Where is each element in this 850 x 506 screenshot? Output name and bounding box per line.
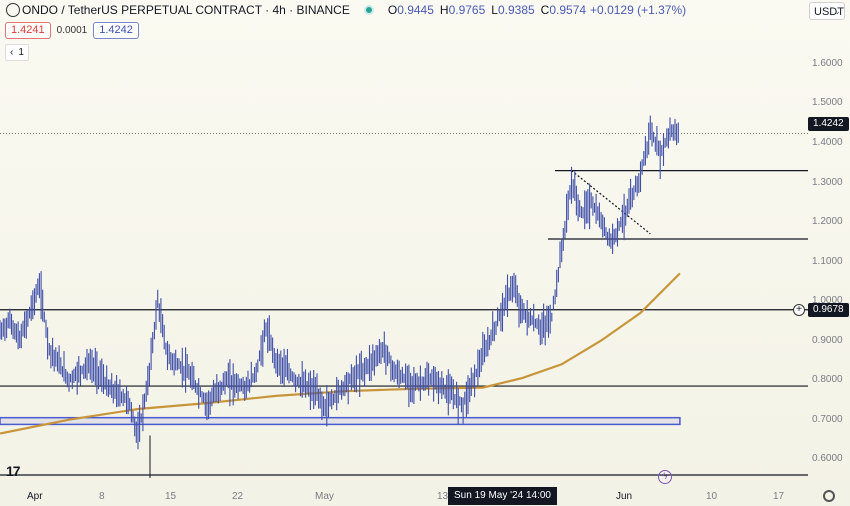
last-price-tag: 1.4242 xyxy=(808,117,849,131)
change-value: +0.0129 (+1.37%) xyxy=(590,3,687,17)
time-tick-label: 15 xyxy=(165,491,177,502)
currency-select[interactable]: USDT ⌄ xyxy=(809,2,845,20)
price-tick-label: 1.5000 xyxy=(812,97,843,109)
time-tick-label: 17 xyxy=(773,491,785,502)
moving-average-line xyxy=(0,272,681,435)
support-zone xyxy=(0,416,681,426)
time-tick-label: May xyxy=(315,491,334,502)
time-tick-label: 10 xyxy=(706,491,718,502)
price-tick-label: 1.3000 xyxy=(812,176,843,188)
close-label: C xyxy=(540,3,550,17)
chevron-down-icon: ⌄ xyxy=(833,6,841,16)
time-tick-label: 13 xyxy=(437,491,449,502)
settings-gear-icon[interactable] xyxy=(823,490,835,502)
low-label: L xyxy=(491,3,498,17)
spread-value: 0.0001 xyxy=(56,25,88,36)
time-tick-label: 8 xyxy=(99,491,105,502)
price-tick-label: 1.6000 xyxy=(812,57,843,69)
indicators-toggle[interactable]: ‹ 1 xyxy=(5,44,29,61)
high-value: 0.9765 xyxy=(448,3,486,17)
time-tick-label: 22 xyxy=(232,491,244,502)
crosshair-price-tag: 0.9678 xyxy=(808,303,849,317)
currency-select-value: USDT xyxy=(814,6,844,18)
buy-price-button[interactable]: 1.4242 xyxy=(93,22,139,39)
bid-ask-panel: 1.4241 0.0001 1.4242 xyxy=(5,22,139,39)
indicator-count: 1 xyxy=(18,47,24,58)
sell-price-button[interactable]: 1.4241 xyxy=(5,22,51,39)
visibility-eye-icon[interactable] xyxy=(363,5,374,15)
add-alert-plus-icon[interactable]: + xyxy=(793,304,805,316)
collapse-chevron-icon: ‹ xyxy=(10,47,14,58)
time-tick-label: Apr xyxy=(27,491,43,502)
lightning-icon[interactable]: ϟ xyxy=(658,470,672,484)
price-tick-label: 0.9000 xyxy=(812,334,843,346)
trend-line xyxy=(571,170,651,235)
open-label: O xyxy=(387,3,398,17)
price-tick-label: 1.0000 xyxy=(812,295,843,307)
price-tick-label: 0.7000 xyxy=(812,413,843,425)
crosshair-time-label: Sun 19 May '24 14:00 xyxy=(448,487,557,505)
price-tick-label: 1.2000 xyxy=(812,216,843,227)
open-value: 0.9445 xyxy=(397,3,434,17)
high-label: H xyxy=(439,3,449,17)
chart-header: ONDO / TetherUS PERPETUAL CONTRACT · 4h … xyxy=(0,0,688,20)
symbol-title[interactable]: ONDO / TetherUS PERPETUAL CONTRACT · 4h … xyxy=(22,3,350,17)
time-tick-label: Jun xyxy=(616,491,633,502)
ondo-logo-icon xyxy=(6,3,20,17)
close-value: 0.9574 xyxy=(549,3,587,17)
price-tick-label: 1.4000 xyxy=(812,136,843,148)
price-tick-label: 0.6000 xyxy=(812,453,843,465)
price-tick-label: 0.8000 xyxy=(812,374,843,386)
price-tick-label: 1.1000 xyxy=(812,255,843,267)
tradingview-logo-icon[interactable]: 17 xyxy=(6,463,21,479)
low-value: 0.9385 xyxy=(497,3,535,17)
